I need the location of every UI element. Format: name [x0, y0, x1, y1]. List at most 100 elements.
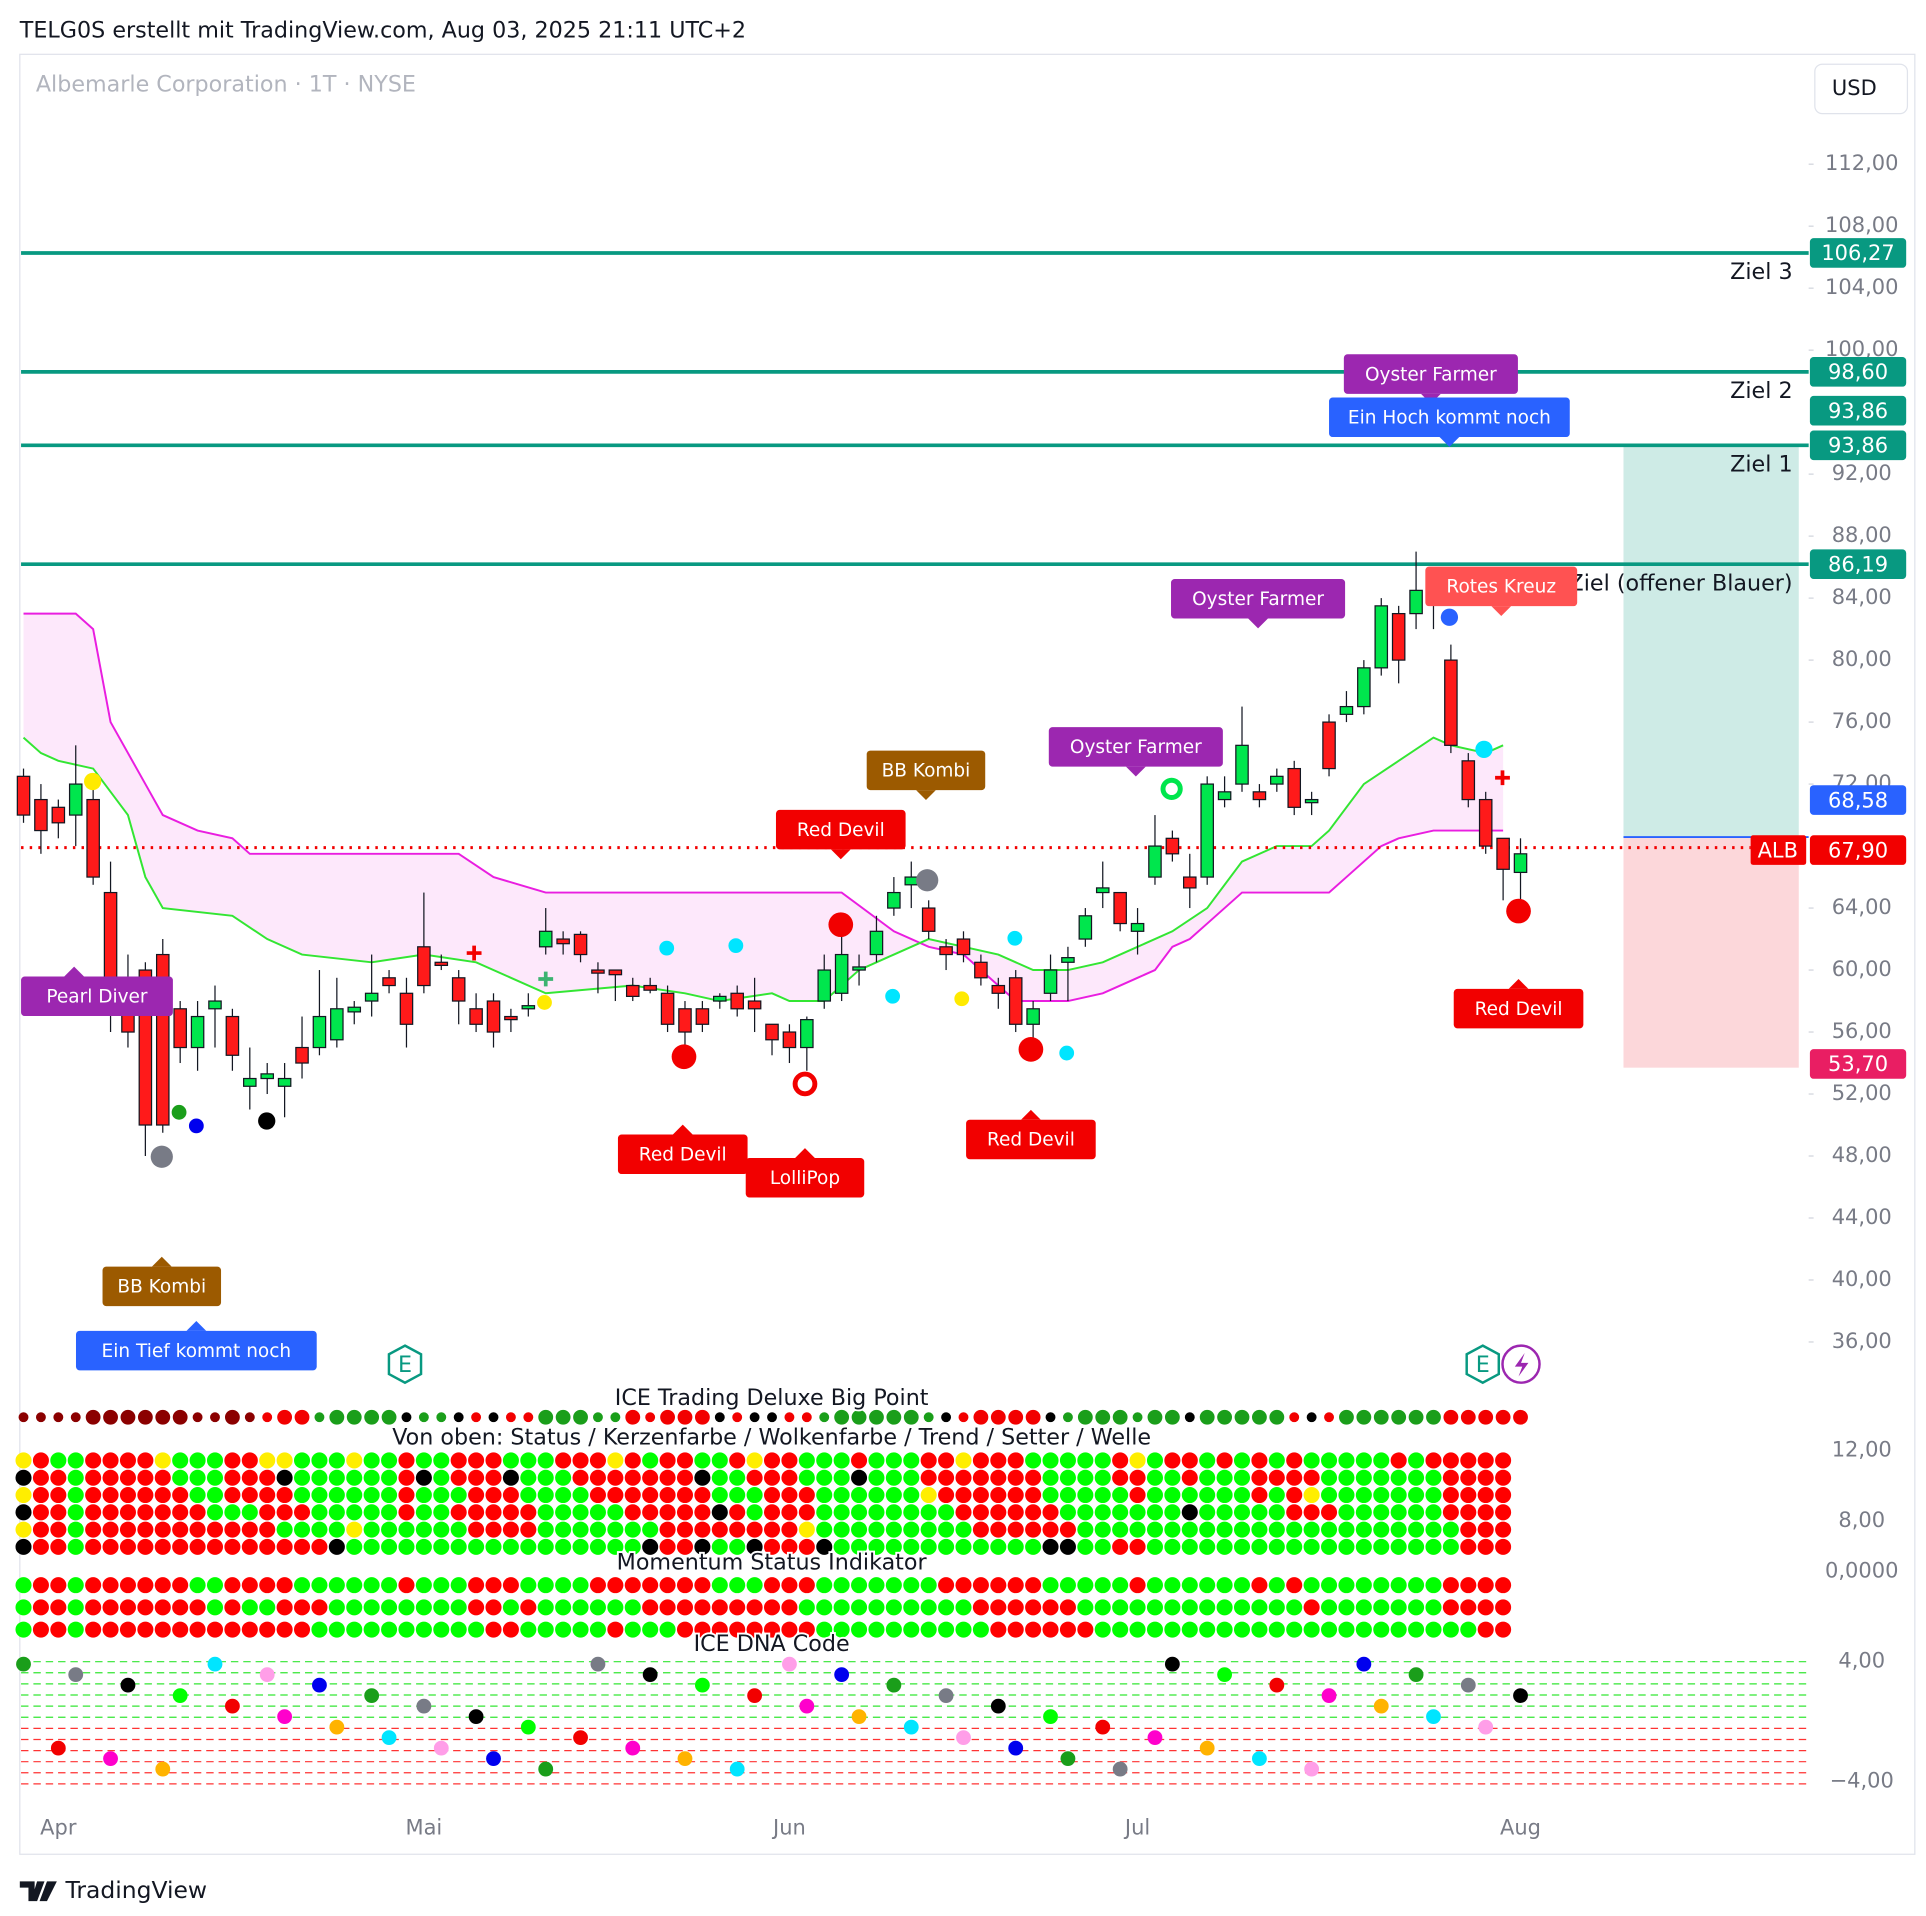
price-tag: [1809, 835, 1907, 865]
candle-body: [1496, 837, 1510, 870]
momentum-dot: [502, 1577, 519, 1594]
candle-body: [1217, 791, 1232, 801]
target-level-name: Ziel (offener Blauer): [1569, 570, 1793, 596]
matrix-dot: [1077, 1452, 1094, 1469]
matrix-dot: [1408, 1469, 1425, 1486]
momentum-dot: [502, 1599, 519, 1616]
bigpoint-dot: [886, 1409, 902, 1425]
bigpoint-dot: [1184, 1412, 1195, 1423]
matrix-dot: [1338, 1504, 1355, 1521]
matrix-dot: [433, 1521, 450, 1538]
matrix-dot: [781, 1486, 798, 1504]
candle-body: [1339, 705, 1354, 715]
candle-body: [1113, 891, 1127, 925]
momentum-dot: [15, 1599, 32, 1616]
annotation-text: Red Devil: [987, 1130, 1075, 1151]
matrix-dot: [781, 1521, 798, 1538]
matrix-dot: [415, 1452, 432, 1469]
momentum-dot: [102, 1621, 119, 1638]
y-tick-label: 44,00: [1832, 1205, 1892, 1229]
matrix-dot: [50, 1469, 67, 1486]
momentum-dot: [642, 1577, 659, 1594]
matrix-dot: [137, 1469, 154, 1486]
momentum-dot: [990, 1577, 1007, 1594]
momentum-dot: [537, 1577, 554, 1594]
annotation-pointer: [795, 1148, 815, 1158]
dna-dot: [590, 1656, 606, 1672]
matrix-dot: [763, 1504, 781, 1521]
currency[interactable]: USD: [1832, 76, 1877, 100]
matrix-dot: [607, 1504, 624, 1521]
momentum-dot: [1181, 1621, 1198, 1638]
bigpoint-dot: [224, 1409, 240, 1425]
matrix-dot: [1268, 1469, 1285, 1486]
matrix-dot: [1373, 1486, 1390, 1504]
currency-button[interactable]: [1814, 63, 1909, 115]
matrix-dot: [381, 1469, 398, 1486]
matrix-dot: [50, 1486, 67, 1504]
matrix-dot: [972, 1538, 989, 1555]
matrix-dot: [659, 1538, 676, 1555]
matrix-dot: [1094, 1452, 1111, 1469]
dna-dot: [329, 1719, 345, 1735]
cross-signal: [466, 770, 1510, 961]
signal-dot: [188, 1118, 204, 1134]
matrix-dot: [659, 1452, 676, 1469]
matrix-dot: [415, 1504, 432, 1521]
matrix-dot: [172, 1504, 189, 1521]
matrix-dot: [903, 1452, 920, 1469]
momentum-dot: [990, 1599, 1007, 1616]
matrix-dot: [1251, 1504, 1268, 1521]
momentum-dot: [1338, 1621, 1355, 1638]
momentum-dot: [50, 1577, 67, 1594]
candle-body: [1165, 837, 1180, 855]
bigpoint-dot: [488, 1412, 499, 1423]
matrix-dot: [1390, 1538, 1407, 1555]
momentum-dot: [85, 1621, 102, 1638]
matrix-dot: [1112, 1452, 1129, 1469]
bigpoint-dot: [364, 1409, 380, 1425]
momentum-dot: [328, 1621, 345, 1638]
matrix-dot: [1251, 1538, 1268, 1555]
event-letter: E: [1476, 1352, 1490, 1378]
annotation-text: BB Kombi: [117, 1277, 206, 1298]
matrix-dot: [537, 1469, 554, 1486]
matrix-dot: [903, 1486, 920, 1504]
bigpoint-dot: [625, 1409, 641, 1425]
matrix-dot: [1216, 1521, 1233, 1538]
matrix-dot: [363, 1452, 380, 1469]
annotation-pointer: [151, 1256, 172, 1267]
momentum-dot: [294, 1621, 311, 1638]
matrix-dot: [433, 1452, 450, 1469]
price-tag: [1809, 1049, 1907, 1079]
matrix-dot: [50, 1452, 67, 1469]
dna-dot: [694, 1677, 710, 1693]
matrix-dot: [955, 1538, 972, 1555]
matrix-dot: [676, 1452, 694, 1469]
dna-dot: [642, 1667, 658, 1683]
matrix-dot: [468, 1486, 485, 1504]
matrix-dot: [206, 1486, 224, 1504]
bigpoint-dot: [192, 1412, 203, 1423]
matrix-dot: [1268, 1521, 1285, 1538]
momentum-dot: [1390, 1621, 1407, 1638]
matrix-dot: [1408, 1521, 1425, 1538]
bigpoint-dot: [941, 1412, 952, 1423]
momentum-dot: [346, 1599, 363, 1616]
candle-body: [608, 969, 623, 976]
matrix-dot: [363, 1521, 380, 1538]
annotation-text: Red Devil: [797, 820, 885, 841]
matrix-dot: [903, 1504, 920, 1521]
candle-body: [1513, 853, 1528, 874]
matrix-dot: [294, 1521, 311, 1538]
momentum-dot: [311, 1621, 328, 1638]
momentum-dot: [1146, 1577, 1163, 1594]
momentum-dot: [537, 1621, 554, 1638]
matrix-dot: [694, 1538, 711, 1555]
candle-body: [817, 969, 832, 1002]
matrix-dot: [294, 1504, 311, 1521]
bigpoint-dot: [973, 1409, 989, 1425]
matrix-dot: [938, 1486, 955, 1504]
momentum-dot: [294, 1577, 311, 1594]
momentum-dot: [1495, 1599, 1512, 1616]
